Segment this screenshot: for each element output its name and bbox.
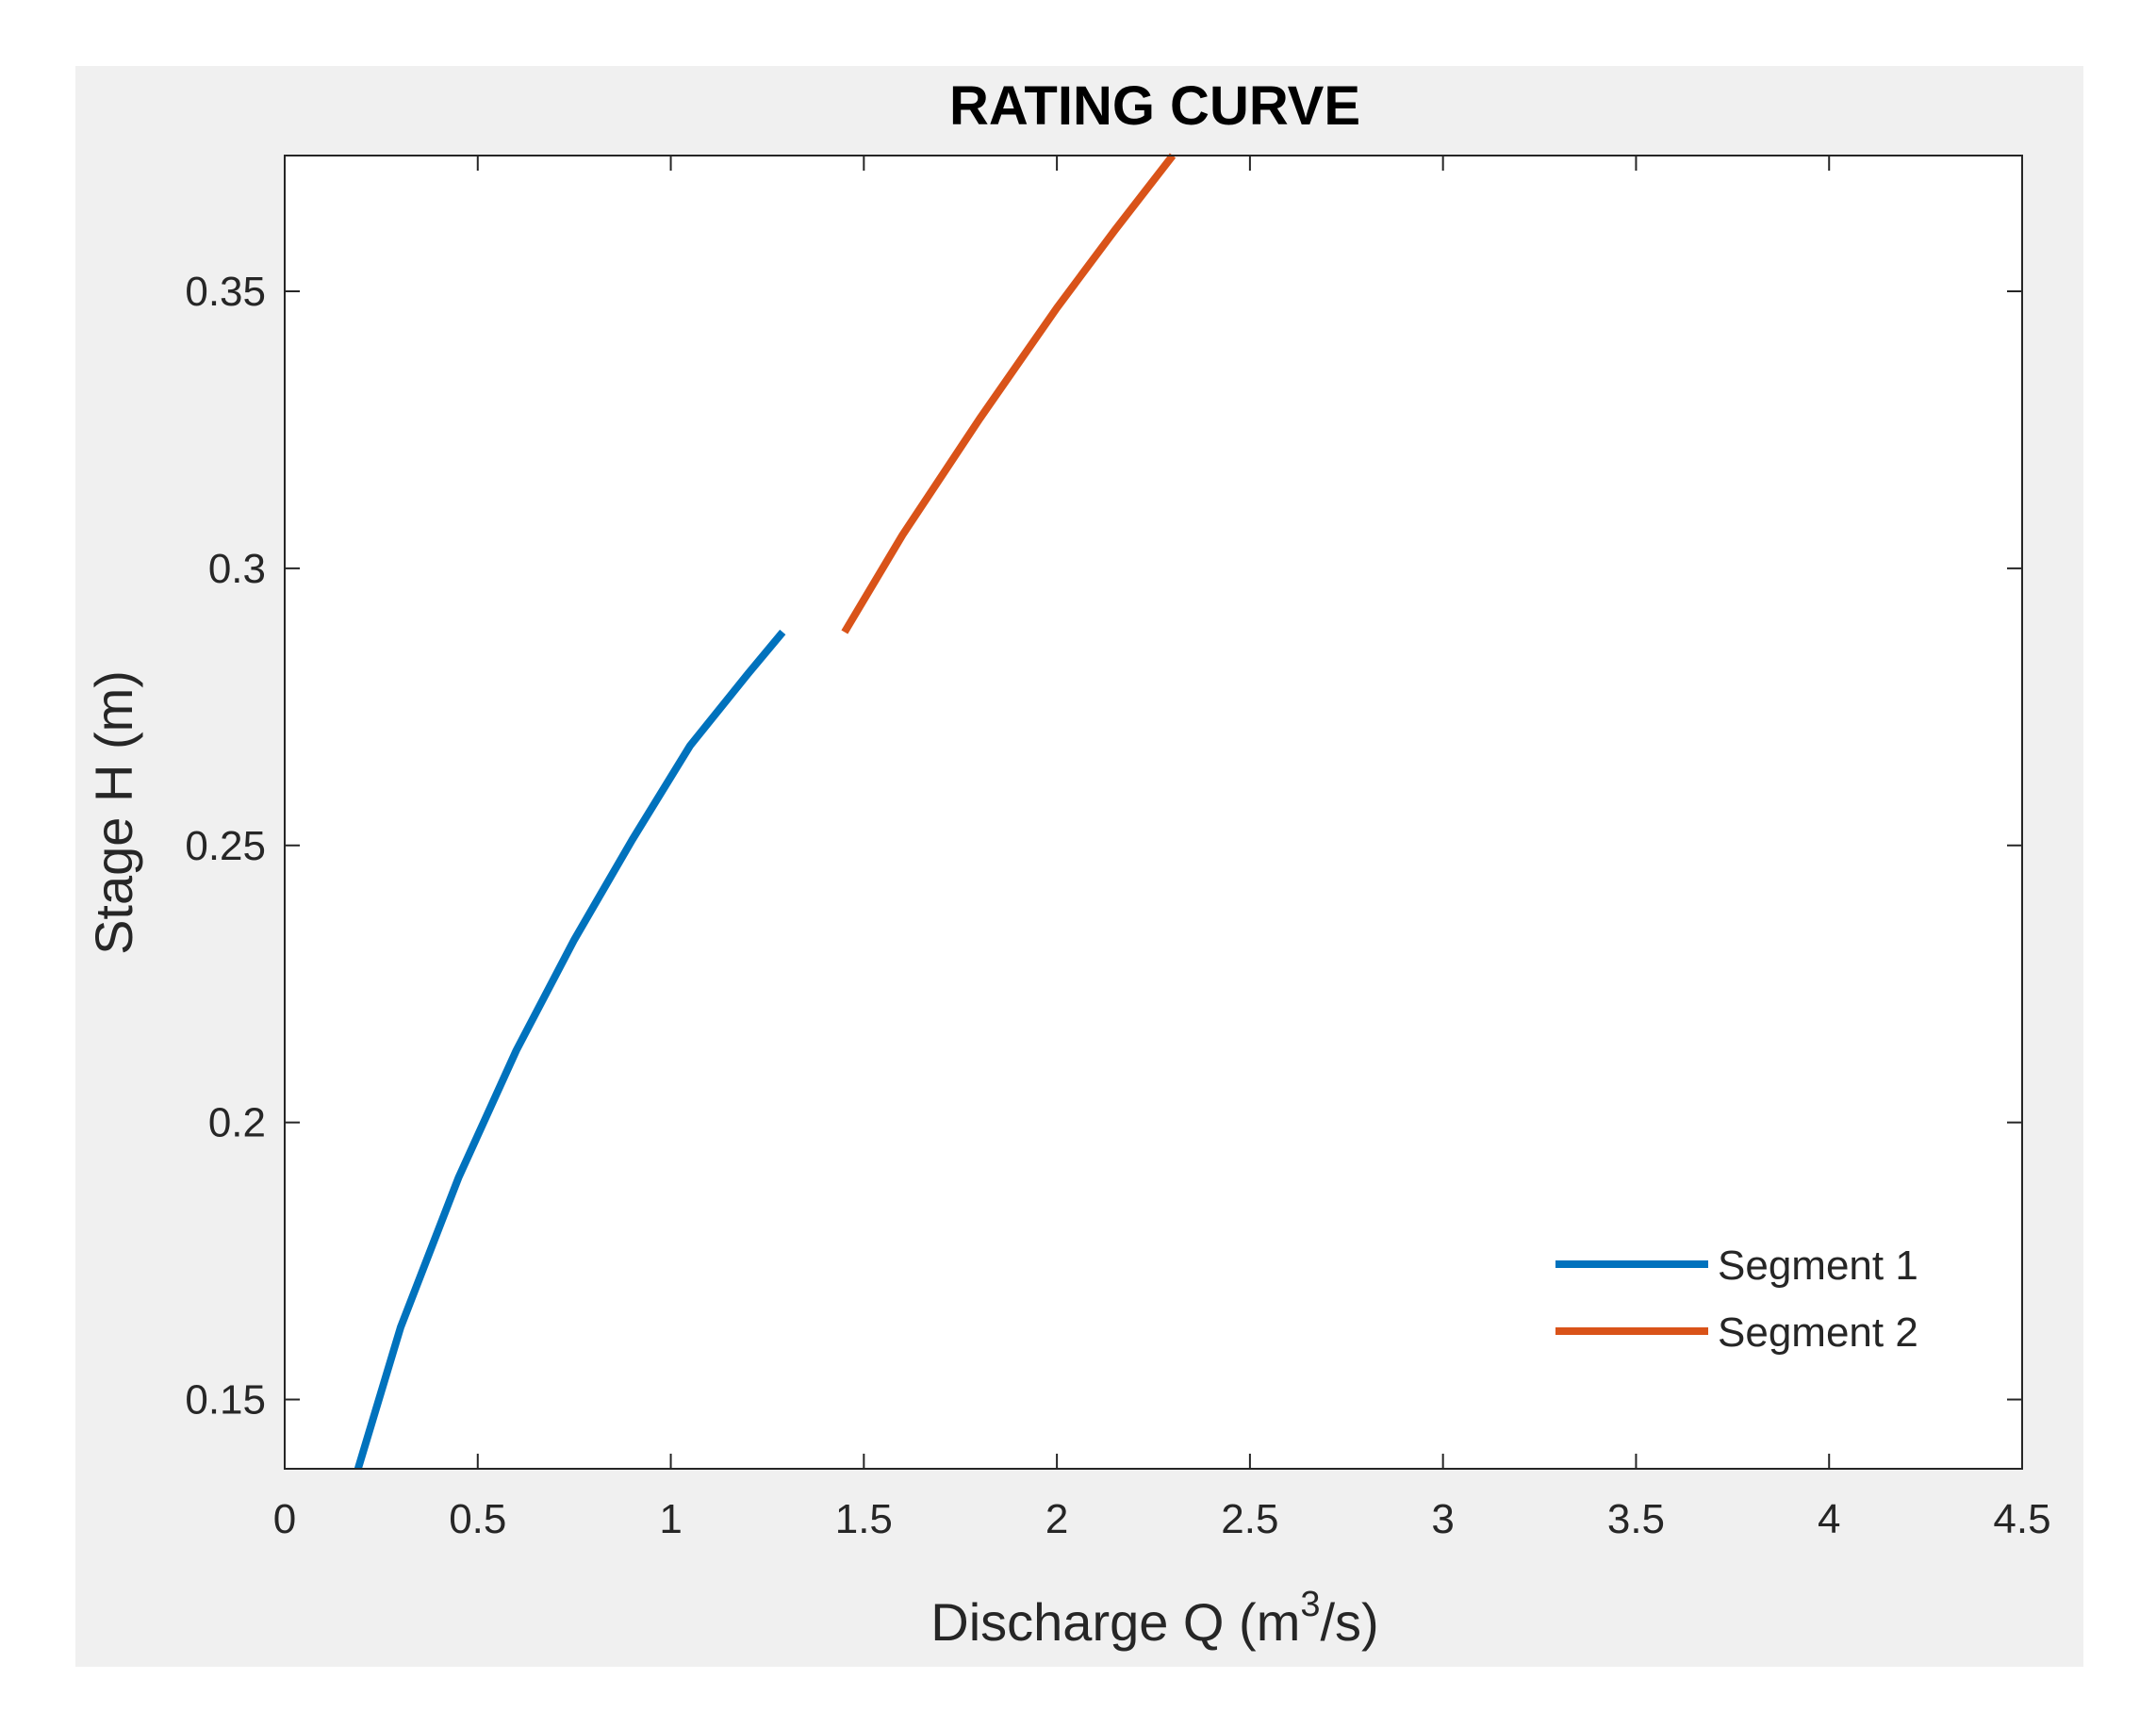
x-tick-labels: 0 0.5 1 1.5 2 2.5 3 3.5 4 4.5 [273, 1496, 2051, 1542]
x-tick-label: 3 [1431, 1496, 1454, 1542]
y-tick-label: 0.2 [208, 1100, 266, 1146]
legend-label-segment-1: Segment 1 [1718, 1243, 1918, 1289]
y-tick-label: 0.3 [208, 546, 266, 592]
axes-box [284, 155, 2023, 1470]
x-tick-label: 2.5 [1221, 1496, 1278, 1542]
x-tick-label: 4.5 [1993, 1496, 2050, 1542]
y-tick-labels: 0.15 0.2 0.25 0.3 0.35 [185, 269, 266, 1424]
y-tick-label: 0.15 [185, 1377, 266, 1424]
legend: Segment 1 Segment 2 [1555, 1243, 1918, 1356]
x-tick-label: 0.5 [449, 1496, 506, 1542]
x-tick-label: 1.5 [835, 1496, 893, 1542]
series-line-segment-2 [841, 153, 1177, 634]
x-axis-title-main: Discharge Q (m [930, 1592, 1300, 1652]
chart-title: RATING CURVE [949, 75, 1360, 137]
plot-lines [354, 153, 1177, 1471]
y-axis-title: Stage H (m) [84, 670, 143, 955]
axes-background [285, 156, 2022, 1469]
y-tick-label: 0.25 [185, 823, 266, 869]
x-tick-label: 0 [273, 1496, 296, 1542]
x-tick-label: 1 [659, 1496, 682, 1542]
legend-label-segment-2: Segment 2 [1718, 1309, 1918, 1356]
series-line-segment-1 [354, 629, 786, 1471]
x-tick-label: 3.5 [1607, 1496, 1665, 1542]
x-axis-title: Discharge Q (m3/s) [930, 1585, 1378, 1652]
y-tick-label: 0.35 [185, 269, 266, 315]
x-axis-title-superscript: 3 [1300, 1585, 1320, 1624]
x-tick-label: 2 [1045, 1496, 1068, 1542]
x-tick-label: 4 [1818, 1496, 1840, 1542]
x-axis-title-suffix: /s) [1321, 1592, 1379, 1652]
